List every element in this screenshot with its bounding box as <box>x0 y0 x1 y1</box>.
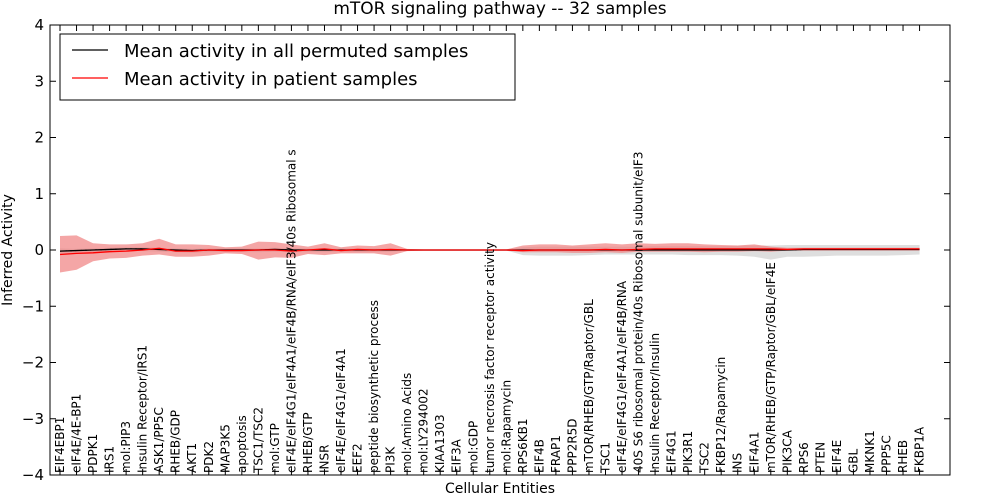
x-tick-label-rheb-gtp: RHEB/GTP <box>301 412 315 473</box>
x-tick-label-eif4a1: EIF4A1 <box>747 431 761 473</box>
x-tick-label-map3k5: MAP3K5 <box>218 424 232 473</box>
x-tick-label-tsc1-tsc2: TSC1/TSC2 <box>251 407 265 474</box>
x-tick-label-eif4g1: EIF4G1 <box>665 430 679 473</box>
x-tick-label-insulin-receptor-irs1: Insulin Receptor/IRS1 <box>136 345 150 473</box>
x-tick-label-mol-gdp: mol:GDP <box>466 421 480 473</box>
y-tick-label: −1 <box>22 297 44 315</box>
x-tick-label-mol-gtp: mol:GTP <box>268 423 282 473</box>
y-tick-label: 1 <box>34 185 44 203</box>
x-tick-label-irs1: IRS1 <box>103 446 117 473</box>
x-tick-label-ppp2r5d: PPP2R5D <box>565 418 579 473</box>
series-line-patient <box>59 247 920 256</box>
legend-label-permuted: Mean activity in all permuted samples <box>124 41 468 62</box>
x-tick-label-frap1: FRAP1 <box>549 435 563 473</box>
x-tick-label-pdk2: PDK2 <box>202 441 216 473</box>
x-tick-label-eif4e-4e-bp1: eIF4E/4E-BP1 <box>70 394 84 473</box>
y-axis: −4 −3 −2 −1 0 1 2 3 4 <box>22 16 950 484</box>
y-tick-label: −3 <box>22 410 44 428</box>
x-tick-label-insulin-receptor-insulin: Insulin Receptor/Insulin <box>648 333 662 473</box>
x-tick-label-tumor-necrosis-factor-receptor-activity: tumor necrosis factor receptor activity <box>483 242 497 473</box>
x-axis: EIF4EBP1 eIF4E/4E-BP1 PDPK1 IRS1 mol:PIP3 Ins… <box>53 25 927 475</box>
x-tick-label-pten: PTEN <box>813 442 827 473</box>
x-tick-label-kiaa1303: KIAA1303 <box>433 414 447 473</box>
x-tick-label-mtor-rheb-gtp-raptor-gbl-eif4e: mTOR/RHEB/GTP/Raptor/GBL/eIF4E <box>764 262 778 473</box>
x-tick-label-tsc1: TSC1 <box>598 442 612 474</box>
x-tick-label-pik3ca: PIK3CA <box>780 429 794 473</box>
x-tick-label-eif4e-eif4g1-eif4a1-eif4b-rna-eif3-40s-ribosomal-s: eIF4E/eIF4G1/eIF4A1/eIF4B/RNA/eIF3/40s R… <box>284 149 298 473</box>
y-tick-label: 4 <box>34 16 44 34</box>
y-axis-label: Inferred Activity <box>0 194 16 306</box>
y-tick-label: −2 <box>22 354 44 372</box>
y-tick-label: −4 <box>22 466 44 484</box>
x-tick-label-mknk1: MKNK1 <box>863 430 877 473</box>
x-tick-label-ask1-pp5c: ASK1/PP5C <box>152 407 166 473</box>
x-tick-label-pi3k: PI3K <box>384 446 398 473</box>
chart-title: mTOR signaling pathway -- 32 samples <box>333 0 666 19</box>
series-line-permuted-dotted <box>59 248 920 252</box>
x-tick-label-pdpk1: PDPK1 <box>86 434 100 473</box>
x-tick-label-eif4e-eif4g1-eif4a1-eif4b-rna: eIF4E/eIF4G1/eIF4A1/eIF4B/RNA <box>615 280 629 473</box>
x-tick-label-ppp5c: PPP5C <box>880 435 894 473</box>
y-tick-label: 2 <box>34 129 44 147</box>
legend-label-patient: Mean activity in patient samples <box>124 69 418 90</box>
plot-area <box>59 235 920 273</box>
x-tick-label-mtor-rheb-gtp-raptor-gbl: mTOR/RHEB/GTP/Raptor/GBL <box>582 299 596 473</box>
legend: Mean activity in all permuted samples Me… <box>59 33 516 101</box>
y-tick-label: 0 <box>34 241 44 259</box>
x-tick-label-eif4e: EIF4E <box>830 440 844 473</box>
x-tick-label-apoptosis: apoptosis <box>235 415 249 473</box>
x-tick-label-eef2: EEF2 <box>351 443 365 473</box>
x-tick-label-insr: INSR <box>317 445 331 473</box>
x-tick-label-rheb: RHEB <box>896 440 910 473</box>
x-axis-label: Cellular Entities <box>445 481 555 497</box>
x-tick-label-mol-ly294002: mol:LY294002 <box>417 388 431 473</box>
x-tick-label-peptide-biosynthetic-process: peptide biosynthetic process <box>367 300 381 473</box>
x-tick-label-ins: INS <box>731 453 745 473</box>
x-tick-label-fkbp12-rapamycin: FKBP12/Rapamycin <box>714 357 728 473</box>
legend-frame <box>59 33 516 101</box>
x-tick-label-eif4b: EIF4B <box>532 439 546 473</box>
x-tick-label-mol-pip3: mol:PIP3 <box>119 421 133 473</box>
x-tick-label-eif4e-eif4g1-eif4a1: eIF4E/eIF4G1/eIF4A1 <box>334 348 348 473</box>
x-tick-label-mol-rapamycin: mol:Rapamycin <box>499 380 513 473</box>
y-tick-label: 3 <box>34 72 44 90</box>
x-tick-label-rps6: RPS6 <box>797 442 811 473</box>
x-tick-label-rps6kb1: RPS6KB1 <box>516 418 530 473</box>
x-tick-label-fkbp1a: FKBP1A <box>913 426 927 473</box>
x-tick-label-gbl: GBL <box>846 448 860 473</box>
x-tick-label-mol-amino-acids: mol:Amino Acids <box>400 373 414 473</box>
plot-frame <box>49 24 951 476</box>
x-tick-label-eif4ebp1: EIF4EBP1 <box>53 417 67 473</box>
band-patient <box>60 235 920 273</box>
x-tick-label-eif3a: EIF3A <box>450 438 464 473</box>
x-tick-label-40s-s6-ribosomal-protein-40s-ribosomal-subunit-eif3: 40S S6 ribosomal protein/40s Ribosomal s… <box>632 152 646 473</box>
x-tick-label-rheb-gdp: RHEB/GDP <box>169 410 183 473</box>
x-tick-label-akt1: AKT1 <box>185 443 199 473</box>
x-tick-label-pik3r1: PIK3R1 <box>681 431 695 473</box>
x-tick-label-tsc2: TSC2 <box>698 442 712 474</box>
